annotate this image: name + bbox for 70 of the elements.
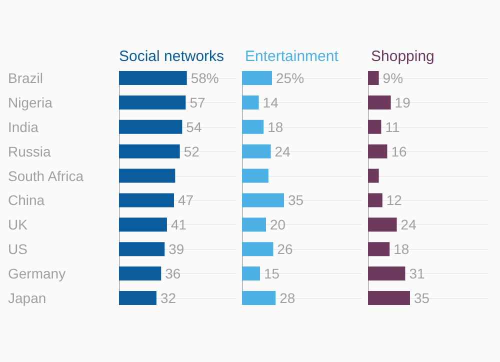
- data-label: 57: [190, 94, 206, 110]
- y-tick-label: Germany: [8, 266, 66, 282]
- bar: [368, 95, 391, 110]
- bar: [242, 291, 276, 305]
- bar: [242, 95, 259, 110]
- bar: [368, 168, 379, 183]
- chart-title: Entertainment: [245, 48, 340, 65]
- bar: [119, 168, 176, 183]
- bar: [368, 71, 379, 85]
- y-tick-label: Russia: [8, 143, 52, 160]
- bar: [368, 120, 382, 134]
- bar: [119, 95, 186, 110]
- data-label: 31: [409, 266, 425, 282]
- y-tick-label: UK: [8, 216, 28, 233]
- bar: [242, 242, 274, 256]
- y-tick-label: India: [8, 118, 39, 135]
- data-label: 20: [270, 216, 286, 233]
- bar: [242, 266, 260, 281]
- data-label: 12: [386, 192, 402, 208]
- bar: [242, 193, 284, 208]
- y-tick-label: US: [8, 241, 28, 258]
- data-label: 35: [288, 192, 304, 208]
- data-label: 28: [280, 290, 296, 306]
- bar: [368, 266, 406, 281]
- bar: [119, 218, 167, 232]
- data-label: 25%: [276, 70, 304, 86]
- bar: [242, 218, 266, 232]
- bar: [119, 71, 187, 85]
- data-label: 24: [274, 143, 291, 160]
- data-label: 47: [178, 192, 194, 208]
- data-label: 32: [160, 290, 176, 306]
- data-label: 39: [168, 241, 184, 258]
- data-label: 36: [165, 266, 181, 282]
- y-tick-label: South Africa: [8, 168, 84, 184]
- y-tick-label: Nigeria: [8, 94, 53, 110]
- bar: [119, 291, 156, 305]
- bar: [242, 71, 272, 85]
- y-tick-label: Japan: [8, 290, 46, 306]
- chart-title: Social networks: [119, 48, 224, 65]
- data-label: 54: [186, 118, 202, 135]
- data-label: 24: [400, 216, 417, 233]
- data-label: 26: [277, 241, 293, 258]
- data-label: 58%: [190, 70, 219, 86]
- bar: [119, 144, 180, 158]
- data-label: 35: [414, 290, 430, 306]
- data-label: 18: [268, 118, 284, 135]
- data-label: 16: [391, 143, 407, 160]
- bar: [242, 144, 271, 158]
- bar: [119, 242, 165, 256]
- bar: [368, 291, 410, 305]
- data-label: 15: [264, 266, 280, 282]
- data-label: 11: [385, 118, 400, 135]
- y-tick-label: Brazil: [8, 70, 44, 86]
- bar: [242, 120, 264, 134]
- chart-title: Shopping: [371, 48, 434, 65]
- bar: [119, 120, 182, 134]
- bar: [242, 168, 268, 183]
- bar: [368, 193, 382, 208]
- y-tick-label: China: [8, 192, 45, 208]
- data-label: 18: [394, 241, 410, 258]
- data-label: 14: [262, 94, 279, 110]
- bar: [119, 266, 162, 281]
- bar: [368, 144, 388, 158]
- data-label: 19: [394, 94, 411, 110]
- bar: [119, 193, 174, 208]
- data-label: 41: [170, 216, 187, 233]
- bar: [368, 218, 397, 232]
- data-label: 9%: [382, 70, 404, 86]
- data-label: 52: [184, 143, 200, 160]
- bar: [368, 242, 390, 256]
